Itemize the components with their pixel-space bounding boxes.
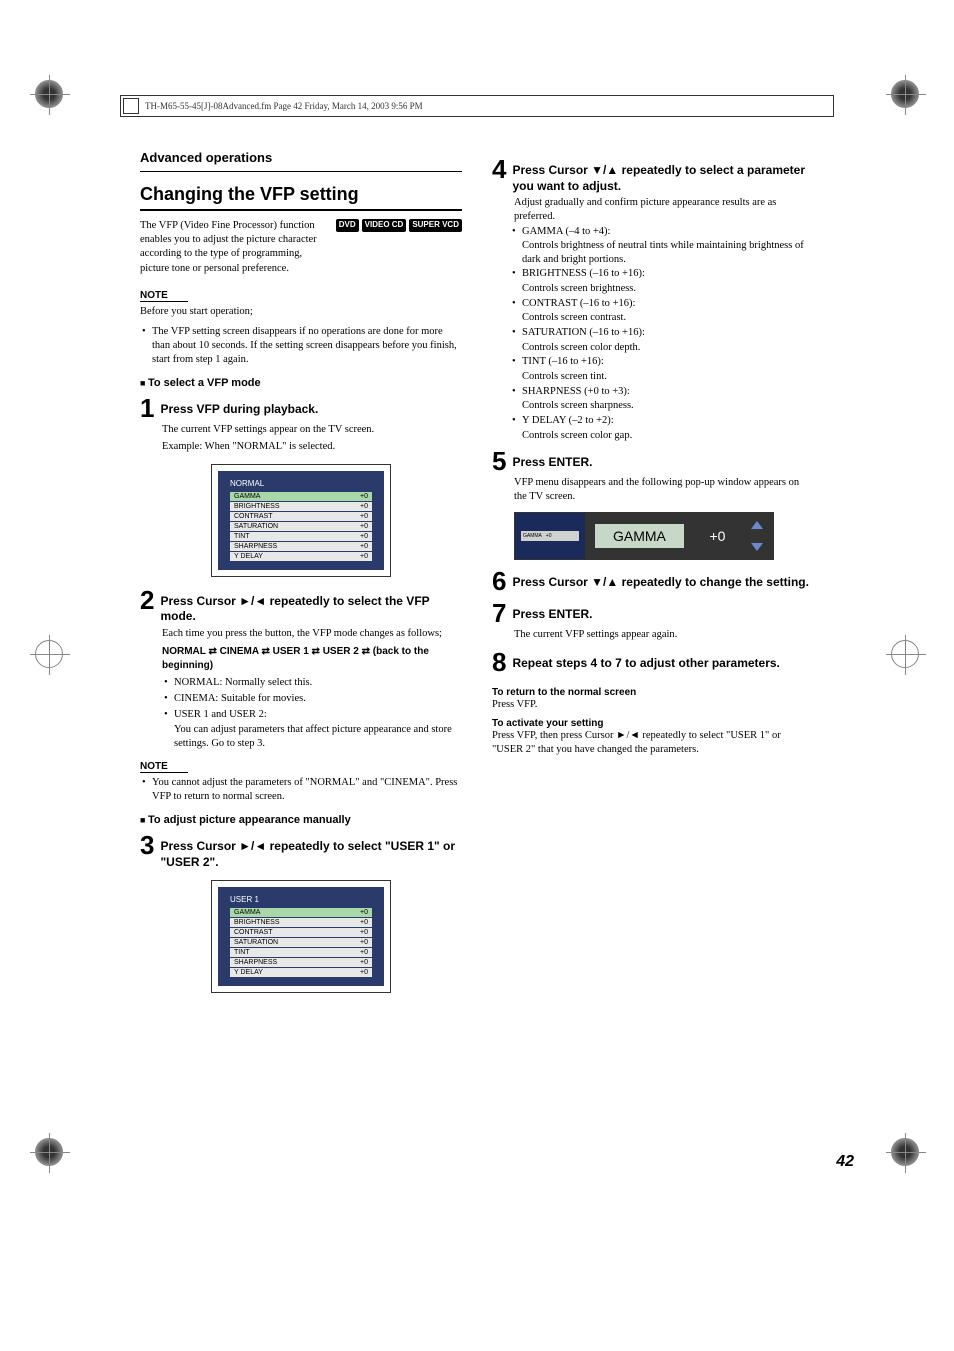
param-title: CONTRAST (–16 to +16): (522, 297, 814, 311)
step-4-text: Press Cursor ▼/▲ repeatedly to select a … (512, 156, 814, 194)
note1-intro: Before you start operation; (140, 305, 462, 319)
param-title: TINT (–16 to +16): (522, 355, 814, 369)
gamma-mini: GAMMA +0 (521, 531, 579, 541)
vfp-row: GAMMA+0 (230, 908, 372, 917)
gamma-arrows (751, 521, 763, 551)
doc-header: TH-M65-55-45[J]-08Advanced.fm Page 42 Fr… (120, 95, 834, 117)
right-column: 4 Press Cursor ▼/▲ repeatedly to select … (492, 150, 814, 1003)
section-rule (140, 171, 462, 172)
vfp-title-user: USER 1 (230, 895, 372, 904)
step5-d1: VFP menu disappears and the following po… (514, 476, 814, 504)
step-8-num: 8 (492, 649, 506, 675)
note1-bullet: The VFP setting screen disappears if no … (152, 325, 462, 368)
step-5-text: Press ENTER. (512, 448, 814, 471)
param-title: BRIGHTNESS (–16 to +16): (522, 267, 814, 281)
sub-heading-1: To select a VFP mode (140, 377, 462, 389)
param-desc: Controls screen sharpness. (522, 399, 814, 413)
vfp-row: Y DELAY+0 (230, 968, 372, 977)
gamma-value: +0 (709, 528, 725, 544)
param-list: GAMMA (–4 to +4):Controls brightness of … (492, 225, 814, 443)
param-desc: Controls screen color gap. (522, 429, 814, 443)
intro-text: The VFP (Video Fine Processor) function … (140, 219, 330, 276)
param-title: SHARPNESS (+0 to +3): (522, 385, 814, 399)
vfp-screen-normal: NORMAL GAMMA+0BRIGHTNESS+0CONTRAST+0SATU… (211, 464, 391, 577)
doc-header-text: TH-M65-55-45[J]-08Advanced.fm Page 42 Fr… (145, 101, 423, 111)
vfp-row: SHARPNESS+0 (230, 542, 372, 551)
crop-mark-mr (891, 640, 919, 673)
vfp-row: CONTRAST+0 (230, 512, 372, 521)
param-desc: Controls screen tint. (522, 370, 814, 384)
activate-heading: To activate your setting (492, 718, 814, 729)
step1-d1: The current VFP settings appear on the T… (162, 423, 462, 437)
svcd-icon: SUPER VCD (409, 219, 462, 232)
note2-b1: You cannot adjust the parameters of "NOR… (152, 776, 462, 804)
page-title: Changing the VFP setting (140, 184, 462, 205)
step2-b1: NORMAL: Normally select this. (174, 676, 462, 690)
return-text: Press VFP. (492, 698, 814, 712)
param-desc: Controls screen color depth. (522, 341, 814, 355)
vfp-row: SHARPNESS+0 (230, 958, 372, 967)
step4-d1: Adjust gradually and confirm picture app… (514, 196, 814, 224)
vfp-row: Y DELAY+0 (230, 552, 372, 561)
activate-text: Press VFP, then press Cursor ►/◄ repeate… (492, 729, 814, 757)
crop-mark-tl (35, 80, 63, 113)
step1-d2: Example: When "NORMAL" is selected. (162, 440, 462, 454)
vcd-icon: VIDEO CD (362, 219, 407, 232)
gamma-popup: GAMMA +0 GAMMA +0 (514, 512, 774, 560)
step2-b2: CINEMA: Suitable for movies. (174, 692, 462, 706)
step2-d1: Each time you press the button, the VFP … (162, 627, 462, 641)
param-desc: Controls screen brightness. (522, 282, 814, 296)
param-desc: Controls brightness of neutral tints whi… (522, 239, 814, 266)
vfp-row: CONTRAST+0 (230, 928, 372, 937)
crop-mark-bl (35, 1138, 63, 1171)
step-1-num: 1 (140, 395, 154, 421)
step-3-text: Press Cursor ►/◄ repeatedly to select "U… (160, 832, 462, 870)
vfp-row: TINT+0 (230, 532, 372, 541)
vfp-row: SATURATION+0 (230, 522, 372, 531)
crop-mark-br (891, 1138, 919, 1171)
step-2-num: 2 (140, 587, 154, 613)
step-4-num: 4 (492, 156, 506, 182)
step-7-text: Press ENTER. (512, 600, 814, 623)
return-heading: To return to the normal screen (492, 687, 814, 698)
step-6-num: 6 (492, 568, 506, 594)
title-rule (140, 209, 462, 211)
crop-mark-tr (891, 80, 919, 113)
step-6-text: Press Cursor ▼/▲ repeatedly to change th… (512, 568, 814, 591)
param-title: GAMMA (–4 to +4): (522, 225, 814, 239)
format-icons: DVD VIDEO CD SUPER VCD (336, 219, 462, 232)
note-label: NOTE (140, 290, 188, 302)
param-desc: Controls screen contrast. (522, 311, 814, 325)
step7-d1: The current VFP settings appear again. (514, 628, 814, 642)
step-5-num: 5 (492, 448, 506, 474)
vfp-row: SATURATION+0 (230, 938, 372, 947)
step2-b3: USER 1 and USER 2:You can adjust paramet… (174, 708, 462, 751)
vfp-row: GAMMA+0 (230, 492, 372, 501)
note-label-2: NOTE (140, 761, 188, 773)
vfp-row: BRIGHTNESS+0 (230, 502, 372, 511)
page-number: 42 (836, 1153, 854, 1171)
step-2-text: Press Cursor ►/◄ repeatedly to select th… (160, 587, 462, 625)
vfp-title-normal: NORMAL (230, 479, 372, 488)
dvd-icon: DVD (336, 219, 359, 232)
param-title: Y DELAY (–2 to +2): (522, 414, 814, 428)
step-1-text: Press VFP during playback. (160, 395, 462, 418)
left-column: Advanced operations Changing the VFP set… (140, 150, 462, 1003)
step-7-num: 7 (492, 600, 506, 626)
step-3-num: 3 (140, 832, 154, 858)
step-8-text: Repeat steps 4 to 7 to adjust other para… (512, 649, 814, 672)
section-header: Advanced operations (140, 150, 462, 165)
gamma-label: GAMMA (595, 524, 684, 548)
crop-mark-ml (35, 640, 63, 673)
vfp-row: TINT+0 (230, 948, 372, 957)
sub-heading-2: To adjust picture appearance manually (140, 814, 462, 826)
param-title: SATURATION (–16 to +16): (522, 326, 814, 340)
vfp-row: BRIGHTNESS+0 (230, 918, 372, 927)
cycle-text: NORMAL ⇄ CINEMA ⇄ USER 1 ⇄ USER 2 ⇄ (bac… (162, 645, 462, 672)
vfp-screen-user: USER 1 GAMMA+0BRIGHTNESS+0CONTRAST+0SATU… (211, 880, 391, 993)
